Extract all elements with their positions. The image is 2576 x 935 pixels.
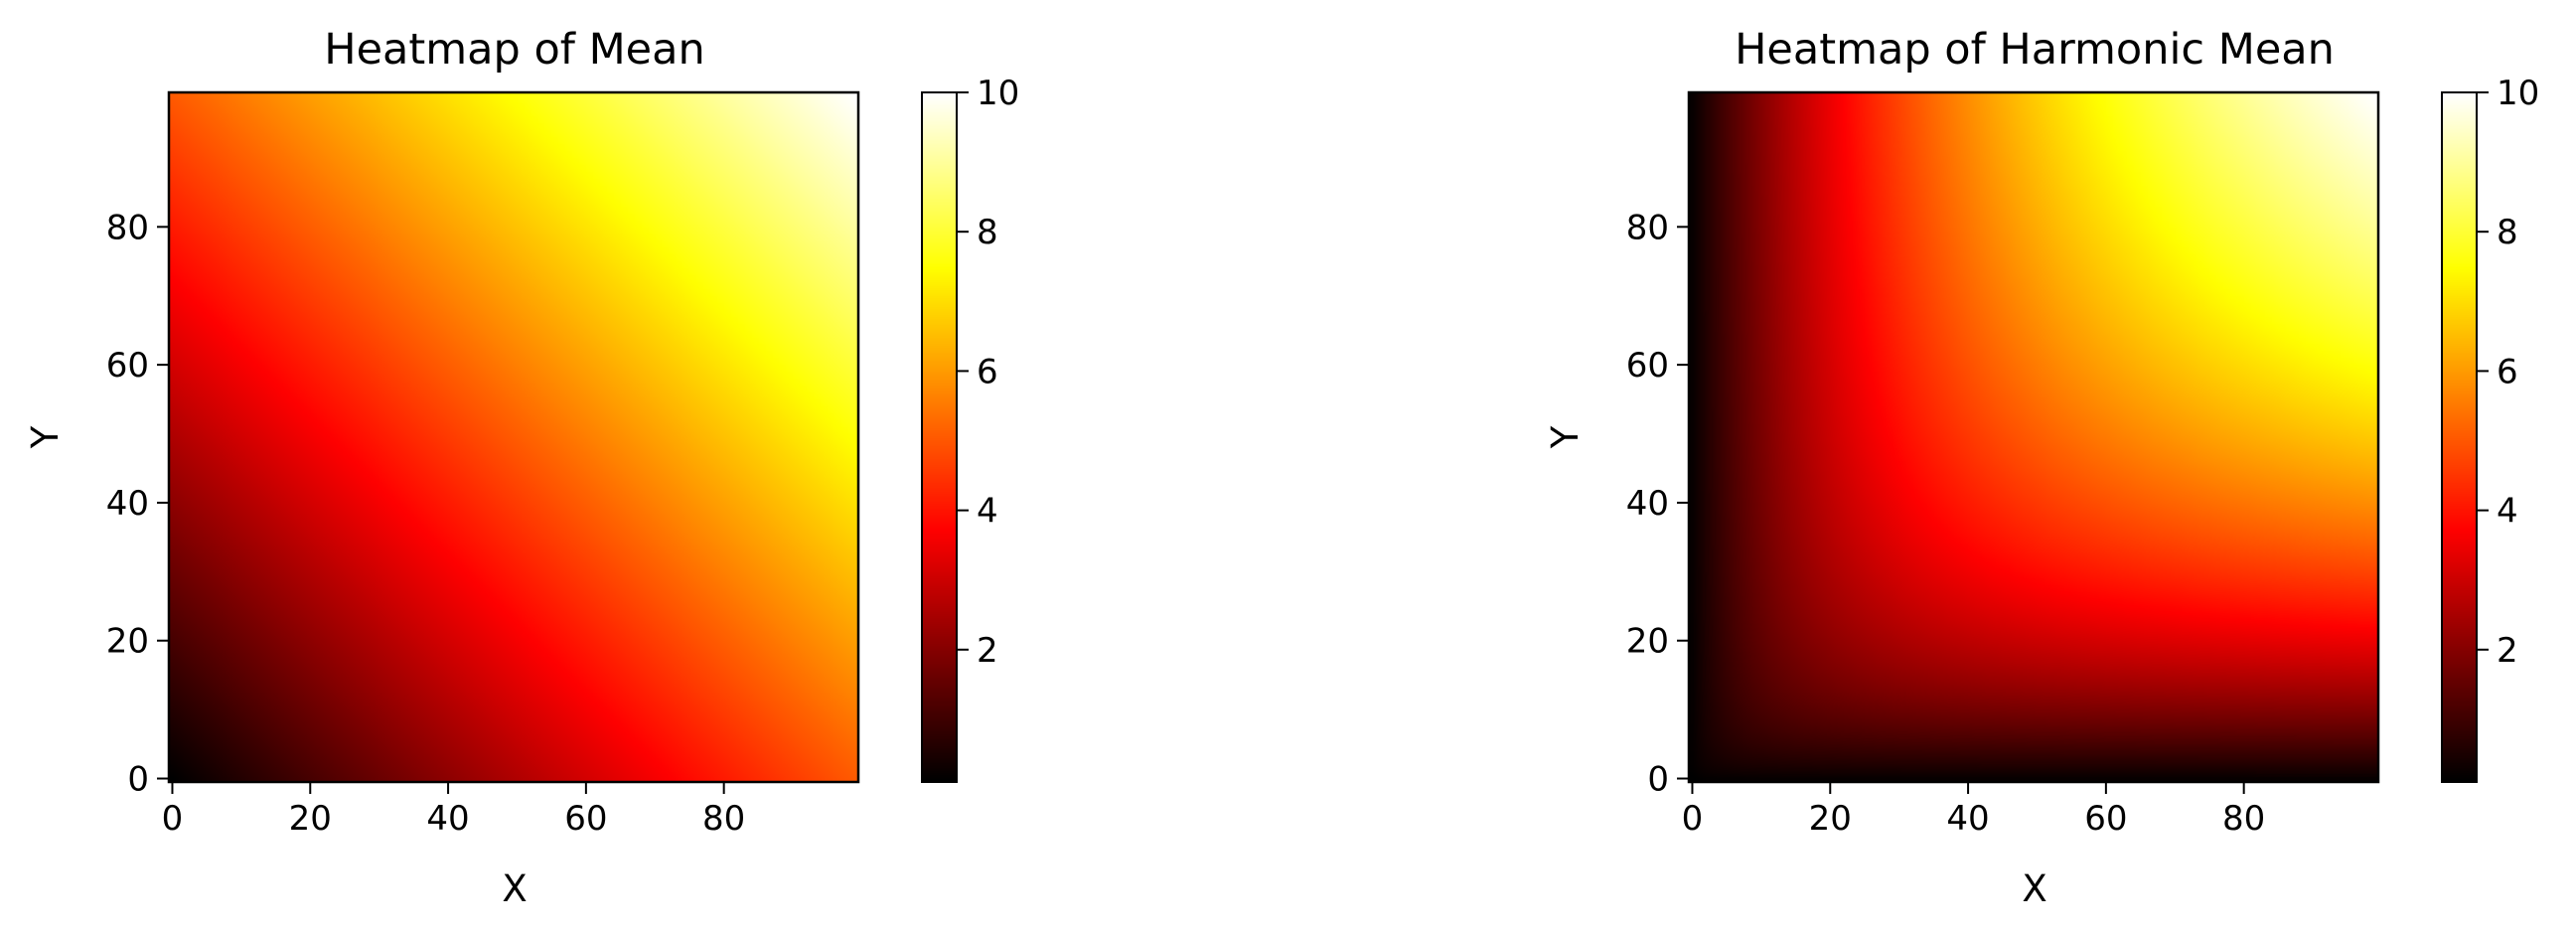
colorbar: [2442, 92, 2477, 782]
colorbar-frame: [2441, 91, 2478, 783]
colorbar: [922, 92, 957, 782]
colorbar-tick-label: 8: [977, 213, 998, 252]
y-tick-label: 0: [127, 760, 149, 800]
colorbar-tick-label: 6: [2497, 352, 2518, 391]
y-axis-ticks: 0 20 40 60 80: [1626, 208, 1689, 800]
x-tick-label: 80: [2222, 799, 2265, 839]
x-tick-label: 20: [289, 799, 332, 839]
y-axis-label: Y: [24, 425, 67, 449]
colorbar-frame: [921, 91, 958, 783]
plot-frame: [167, 90, 860, 784]
y-tick-label: 80: [1626, 208, 1669, 247]
plot-frame: [1687, 90, 2380, 784]
colorbar-ticks: 2 4 6 8 10: [957, 74, 1019, 671]
x-tick-label: 80: [702, 799, 745, 839]
colorbar-tick-label: 10: [2497, 74, 2539, 113]
y-tick-label: 60: [1626, 346, 1669, 386]
chart-title: Heatmap of Mean: [324, 25, 704, 75]
x-axis-label: X: [2022, 867, 2046, 910]
colorbar-tick-label: 10: [977, 74, 1019, 113]
chart-title: Heatmap of Harmonic Mean: [1735, 25, 2335, 75]
x-tick-label: 0: [162, 799, 184, 839]
heatmap-harmonic-mean-chart: Heatmap of Harmonic Mean 0 20 40 60 80 02040…: [1544, 25, 2539, 910]
colorbar-tick-label: 8: [2497, 213, 2518, 252]
y-tick-label: 40: [1626, 484, 1669, 524]
colorbar-tick-label: 2: [977, 631, 998, 671]
heatmap-image: [169, 92, 858, 782]
y-tick-label: 20: [1626, 622, 1669, 662]
colorbar-tick-label: 4: [2497, 492, 2518, 532]
x-tick-label: 60: [564, 799, 607, 839]
colorbar-tick-label: 2: [2497, 631, 2518, 671]
x-axis-label: X: [502, 867, 527, 910]
y-tick-label: 80: [106, 208, 149, 247]
colorbar-tick-label: 6: [977, 352, 998, 391]
x-tick-label: 0: [1682, 799, 1704, 839]
x-tick-label: 40: [426, 799, 469, 839]
x-tick-label: 40: [1946, 799, 1989, 839]
heatmap-image: [1689, 92, 2378, 782]
colorbar-ticks: 2 4 6 8 10: [2477, 74, 2539, 671]
x-tick-label: 20: [1809, 799, 1852, 839]
y-axis-label: Y: [1544, 425, 1587, 449]
colorbar-tick-label: 4: [977, 492, 998, 532]
y-tick-label: 60: [106, 346, 149, 386]
x-tick-label: 60: [2084, 799, 2127, 839]
y-tick-label: 20: [106, 622, 149, 662]
x-axis-ticks: 0 20 40 60 80: [1682, 782, 2265, 839]
y-tick-label: 40: [106, 484, 149, 524]
y-axis-ticks: 0 20 40 60 80: [106, 208, 169, 800]
x-axis-ticks: 0 20 40 60 80: [162, 782, 745, 839]
y-tick-label: 0: [1647, 760, 1669, 800]
